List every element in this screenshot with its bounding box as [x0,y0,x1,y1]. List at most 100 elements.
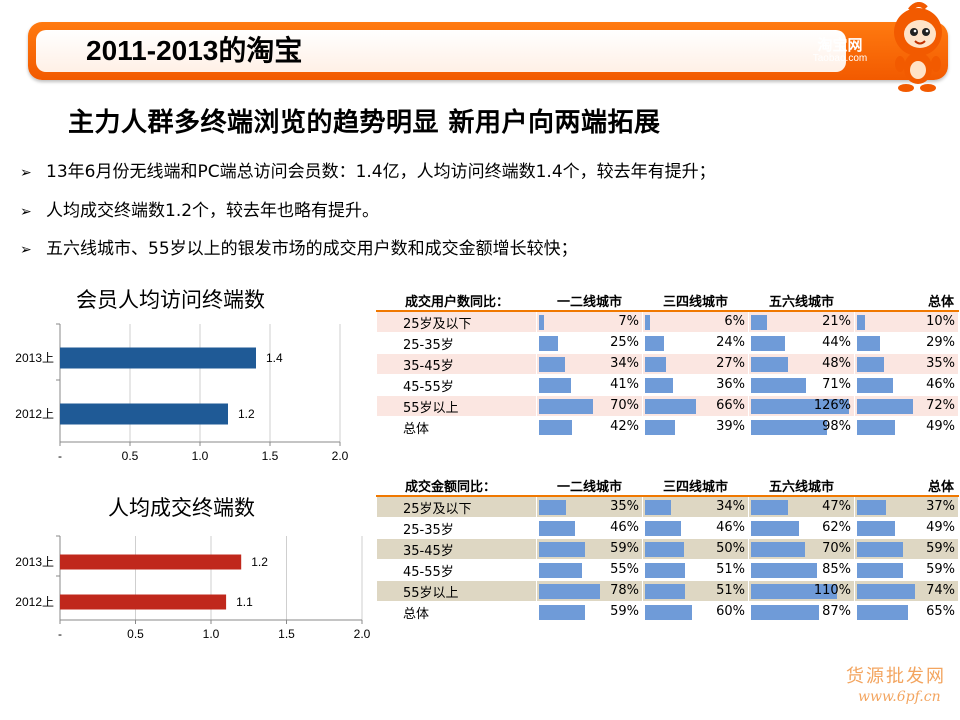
data-bar [645,378,673,393]
cell-value: 46% [926,377,955,392]
table-cell: 50% [642,538,749,560]
table-cell: 37% [854,495,959,518]
data-bar [751,357,788,372]
table-cell: 55% [536,559,643,581]
bullet-item: ➢ 五六线城市、55岁以上的银发市场的成交用户数和成交金额增长较快； [20,234,578,259]
table-cell: 85% [748,559,855,581]
chart-purchase-devices: 2013上 1.2 2012上 1.1 - 0.5 1.0 1.5 2.0 [15,535,371,641]
data-bar [857,399,913,414]
cell-value: 46% [716,520,745,535]
x-tick-label: 0.5 [122,449,139,463]
data-bar [539,420,572,435]
data-bar [857,357,884,372]
cell-value: 42% [610,419,639,434]
table-cell: 35% [536,495,643,518]
table-cell: 78% [536,580,643,602]
table-cell: 35% [854,353,959,375]
table-cell: 47% [748,495,855,518]
cell-value: 66% [716,398,745,413]
cell-value: 34% [610,356,639,371]
x-tick-label: 2.0 [332,449,349,463]
bar [60,403,228,425]
data-bar [857,542,903,557]
table-row: 55岁以上 78% 51% 110% 74% [376,580,959,602]
data-label: 1.4 [266,351,283,365]
x-tick-label: 0.5 [127,627,144,641]
cell-value: 47% [822,499,851,514]
cell-value: 37% [926,499,955,514]
table-cell: 46% [854,374,959,396]
table-cell: 71% [748,374,855,396]
data-bar [751,336,785,351]
cell-value: 62% [822,520,851,535]
table-cell: 70% [748,538,855,560]
logo-subtext: Taobao.com [812,53,868,64]
row-label: 25岁及以下 [376,495,537,518]
data-bar [751,521,799,536]
data-bar [857,605,908,620]
cell-value: 24% [716,335,745,350]
data-bar [857,563,903,578]
cell-value: 59% [926,562,955,577]
table-cell: 24% [642,332,749,354]
data-bar [645,315,650,330]
data-bar [645,563,685,578]
data-bar [539,605,585,620]
table-cell: 25% [536,332,643,354]
table-amount-growth: 成交金额同比： 一二线城市 三四线城市 五六线城市 总体 25岁及以下 35% 34% 47% 3… [376,474,959,623]
data-bar [539,378,571,393]
data-bar [857,378,893,393]
x-tick-label: 2.0 [354,627,371,641]
table-cell: 49% [854,416,959,438]
bullet-text: 人均成交终端数1.2个，较去年也略有提升。 [46,201,380,221]
cell-value: 39% [716,419,745,434]
x-tick-label: 1.5 [262,449,279,463]
mascot-icon [894,2,942,92]
data-bar [539,500,566,515]
cell-value: 72% [926,398,955,413]
cell-value: 10% [926,314,955,329]
table-title: 成交用户数同比： [376,289,537,312]
x-tick-label: - [58,449,62,463]
table-cell: 72% [854,395,959,417]
page-title: 2011-2013的淘宝 [86,35,303,66]
bar [60,554,242,570]
x-tick-label: - [58,627,62,641]
cell-value: 35% [610,499,639,514]
table-cell: 10% [854,310,959,333]
data-bar [645,542,684,557]
arrow-bullet-icon: ➢ [20,165,32,181]
table-cell: 41% [536,374,643,396]
data-bar [539,399,593,414]
data-bar [539,584,600,599]
cell-value: 59% [610,541,639,556]
table-cell: 60% [642,601,749,623]
cell-value: 34% [716,499,745,514]
table-row: 25-35岁 46% 46% 62% 49% [376,517,959,539]
table-row: 总体 59% 60% 87% 65% [376,601,959,623]
table-cell: 59% [536,538,643,560]
data-bar [539,521,575,536]
table-cell: 59% [536,601,643,623]
cell-value: 70% [610,398,639,413]
category-label: 2013上 [15,351,54,365]
row-label: 55岁以上 [376,580,537,602]
table-cell: 34% [536,353,643,375]
bullet-text: 五六线城市、55岁以上的银发市场的成交用户数和成交金额增长较快； [46,239,578,259]
table-cell: 36% [642,374,749,396]
column-header: 三四线城市 [642,289,749,312]
table-row: 45-55岁 55% 51% 85% 59% [376,559,959,581]
x-tick-label: 1.0 [192,449,209,463]
table-cell: 87% [748,601,855,623]
cell-value: 110% [813,583,851,598]
cell-value: 65% [926,604,955,619]
cell-value: 59% [610,604,639,619]
column-header: 一二线城市 [536,289,643,312]
chart1-title: 会员人均访问终端数 [76,288,265,312]
cell-value: 49% [926,520,955,535]
category-label: 2013上 [15,555,54,569]
table-cell: 59% [854,538,959,560]
table-row: 55岁以上 70% 66% 126% 72% [376,395,959,417]
row-label: 35-45岁 [376,353,537,375]
cell-value: 29% [926,335,955,350]
